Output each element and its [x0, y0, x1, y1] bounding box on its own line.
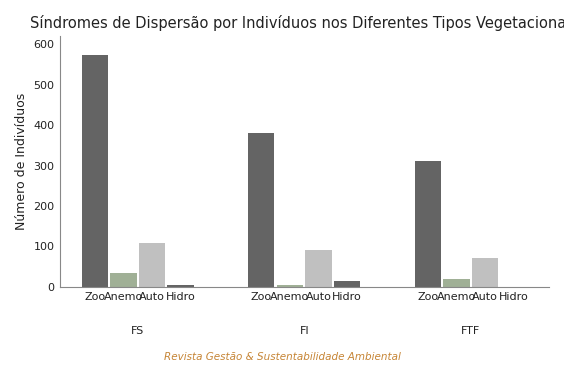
Text: FI: FI [299, 325, 309, 335]
Bar [306, 250, 332, 287]
Title: Síndromes de Dispersão por Indivíduos nos Diferentes Tipos Vegetacionais: Síndromes de Dispersão por Indivíduos no… [30, 15, 564, 31]
Y-axis label: Número de Indivíduos: Número de Indivíduos [15, 93, 28, 230]
Text: Revista Gestão & Sustentabilidade Ambiental: Revista Gestão & Sustentabilidade Ambien… [164, 352, 400, 362]
Text: FTF: FTF [461, 325, 481, 335]
Bar [168, 284, 194, 287]
Bar [110, 273, 136, 287]
Bar [415, 162, 441, 287]
Bar [248, 133, 275, 287]
Text: FS: FS [131, 325, 144, 335]
Bar [443, 279, 470, 287]
Bar [82, 55, 108, 287]
Bar [277, 284, 303, 287]
Bar [139, 243, 165, 287]
Bar [334, 282, 360, 287]
Bar [472, 258, 499, 287]
